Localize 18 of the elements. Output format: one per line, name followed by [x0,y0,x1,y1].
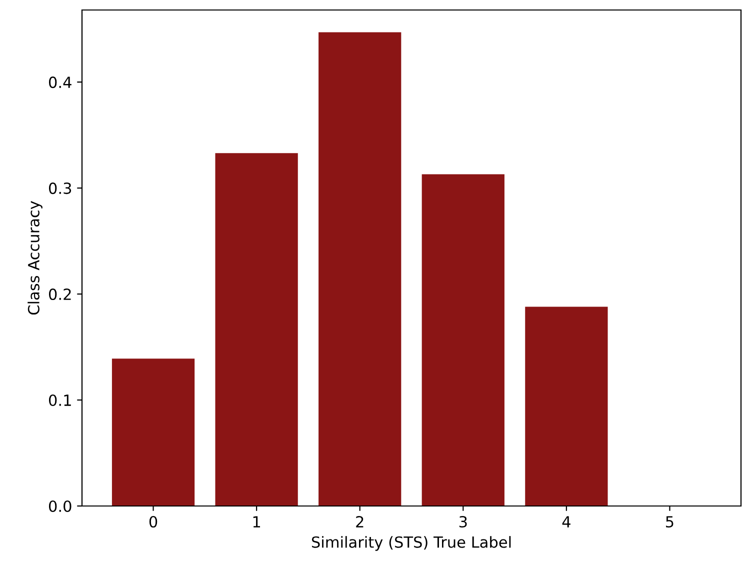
x-tick-label: 3 [459,516,467,528]
bar [525,306,608,506]
y-tick-label: 0.1 [48,394,71,406]
y-tick-label: 0.2 [48,288,71,300]
x-tick-label: 0 [149,516,158,528]
y-axis-title: Class Accuracy [28,201,42,315]
bar [112,358,195,506]
x-tick-label: 2 [356,516,364,528]
x-tick-label: 1 [253,516,260,528]
bar [215,153,298,506]
y-tick-label: 0.0 [48,500,72,512]
x-axis-title: Similarity (STS) True Label [312,536,511,551]
x-tick-label: 5 [666,516,674,528]
bar [422,174,504,506]
y-tick-label: 0.3 [48,182,72,194]
bar [318,32,402,506]
x-tick-label: 4 [562,516,570,528]
y-tick-label: 0.4 [48,76,72,88]
